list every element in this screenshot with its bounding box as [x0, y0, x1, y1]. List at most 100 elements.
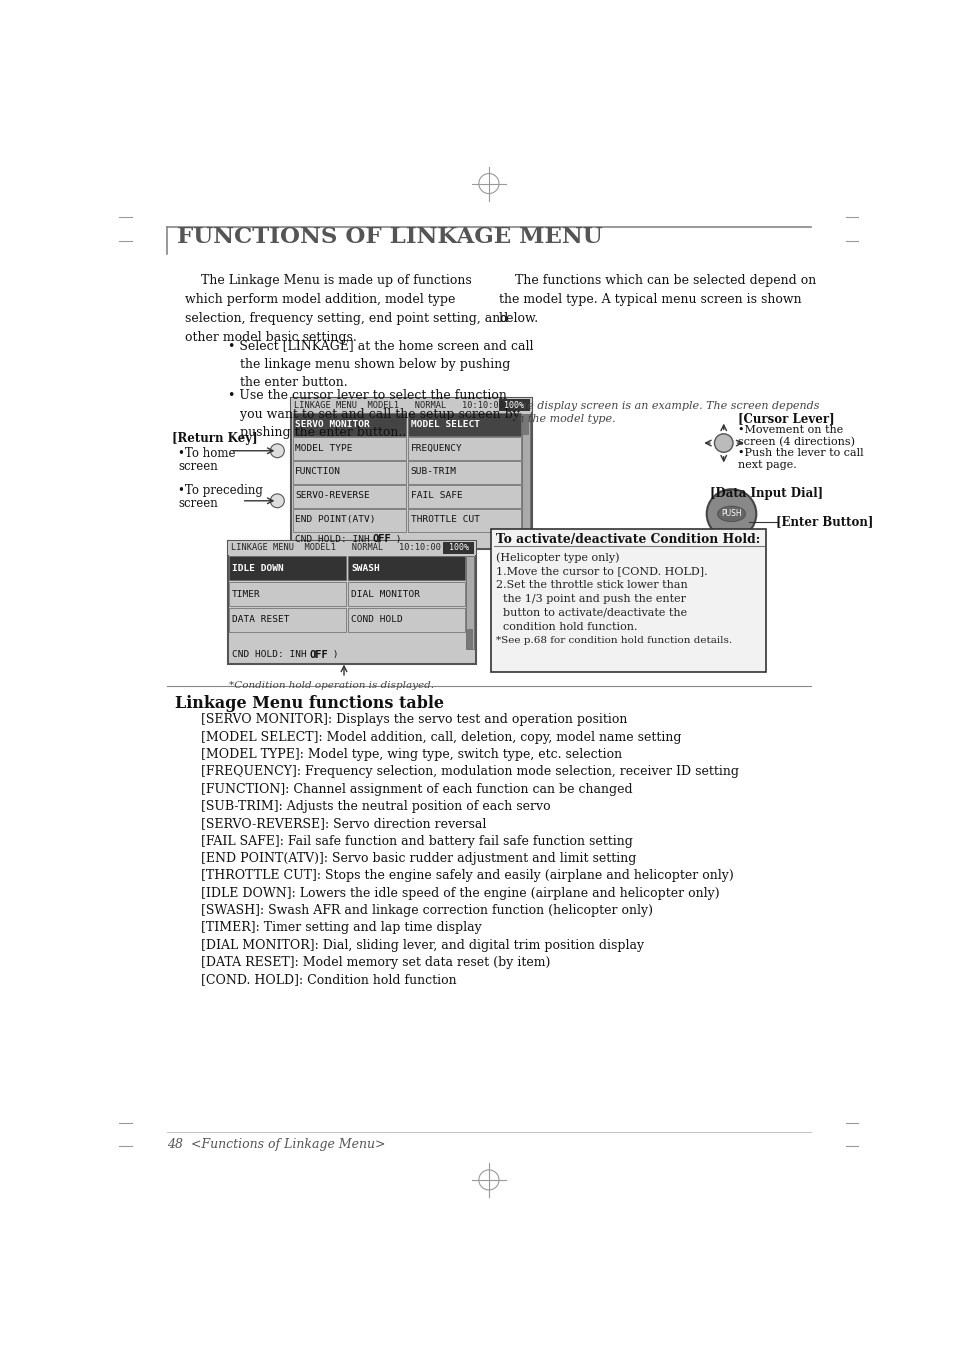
- Text: [IDLE DOWN]: Lowers the idle speed of the engine (airplane and helicopter only): [IDLE DOWN]: Lowers the idle speed of th…: [185, 887, 719, 899]
- Text: The functions which can be selected depend on
the model type. A typical menu scr: The functions which can be selected depe…: [498, 274, 816, 324]
- Bar: [348, 582, 464, 606]
- Text: FUNCTIONS OF LINKAGE MENU: FUNCTIONS OF LINKAGE MENU: [177, 227, 602, 248]
- Text: 100%: 100%: [504, 401, 524, 410]
- Text: [SERVO MONITOR]: Displays the servo test and operation position: [SERVO MONITOR]: Displays the servo test…: [185, 713, 627, 726]
- Ellipse shape: [714, 433, 732, 452]
- Bar: [407, 485, 520, 508]
- Text: [FREQUENCY]: Frequency selection, modulation mode selection, receiver ID setting: [FREQUENCY]: Frequency selection, modula…: [185, 765, 739, 779]
- Bar: [293, 413, 406, 436]
- Text: PUSH: PUSH: [720, 509, 741, 518]
- Text: SUB-TRIM: SUB-TRIM: [410, 467, 456, 477]
- Text: condition hold function.: condition hold function.: [496, 622, 637, 632]
- Text: *Condition hold operation is displayed.: *Condition hold operation is displayed.: [229, 680, 434, 690]
- Text: screen: screen: [178, 460, 217, 472]
- Text: 1.Move the cursor to [COND. HOLD].: 1.Move the cursor to [COND. HOLD].: [496, 566, 707, 576]
- Text: 48  <Functions of Linkage Menu>: 48 <Functions of Linkage Menu>: [167, 1138, 385, 1150]
- Bar: [228, 541, 476, 555]
- Text: [Return Key]: [Return Key]: [172, 432, 257, 444]
- Text: LINKAGE MENU  MODEL1   NORMAL   10:10:00: LINKAGE MENU MODEL1 NORMAL 10:10:00: [294, 401, 504, 409]
- Text: ): ): [327, 651, 338, 659]
- Ellipse shape: [717, 506, 744, 521]
- Text: OFF: OFF: [309, 649, 328, 660]
- Bar: [348, 608, 464, 632]
- Text: •Movement on the: •Movement on the: [737, 425, 842, 435]
- Bar: [407, 509, 520, 532]
- Text: button to activate/deactivate the: button to activate/deactivate the: [496, 608, 686, 618]
- Text: FAIL SAFE: FAIL SAFE: [410, 491, 462, 501]
- Text: •To preceding: •To preceding: [178, 483, 263, 497]
- Text: [MODEL SELECT]: Model addition, call, deletion, copy, model name setting: [MODEL SELECT]: Model addition, call, de…: [185, 730, 680, 744]
- Text: 2.Set the throttle stick lower than: 2.Set the throttle stick lower than: [496, 580, 687, 590]
- Bar: [348, 556, 464, 580]
- Text: LINKAGE MENU  MODEL1   NORMAL   10:10:00: LINKAGE MENU MODEL1 NORMAL 10:10:00: [231, 543, 440, 552]
- Text: [Data Input Dial]: [Data Input Dial]: [709, 487, 822, 500]
- Text: DATA RESET: DATA RESET: [232, 616, 289, 624]
- Text: [DATA RESET]: Model memory set data reset (by item): [DATA RESET]: Model memory set data rese…: [185, 956, 550, 969]
- Text: 100%: 100%: [448, 543, 468, 552]
- Text: [SUB-TRIM]: Adjusts the neutral position of each servo: [SUB-TRIM]: Adjusts the neutral position…: [185, 801, 550, 813]
- Text: •To home: •To home: [178, 447, 235, 460]
- Text: [END POINT(ATV)]: Servo basic rudder adjustment and limit setting: [END POINT(ATV)]: Servo basic rudder adj…: [185, 852, 636, 865]
- Text: [MODEL TYPE]: Model type, wing type, switch type, etc. selection: [MODEL TYPE]: Model type, wing type, swi…: [185, 748, 621, 761]
- Text: [DIAL MONITOR]: Dial, sliding lever, and digital trim position display: [DIAL MONITOR]: Dial, sliding lever, and…: [185, 938, 643, 952]
- Bar: [293, 485, 406, 508]
- Bar: [491, 529, 765, 672]
- Text: END POINT(ATV): END POINT(ATV): [294, 516, 375, 524]
- Text: *See p.68 for condition hold function details.: *See p.68 for condition hold function de…: [496, 636, 731, 644]
- Bar: [443, 541, 474, 554]
- Bar: [291, 398, 531, 548]
- Text: [THROTTLE CUT]: Stops the engine safely and easily (airplane and helicopter only: [THROTTLE CUT]: Stops the engine safely …: [185, 869, 733, 883]
- Bar: [228, 541, 476, 664]
- Text: (Helicopter type only): (Helicopter type only): [496, 552, 618, 563]
- Bar: [467, 629, 473, 648]
- Bar: [521, 414, 530, 533]
- Text: [Cursor Lever]: [Cursor Lever]: [737, 412, 834, 425]
- Text: [FUNCTION]: Channel assignment of each function can be changed: [FUNCTION]: Channel assignment of each f…: [185, 783, 632, 795]
- Bar: [229, 582, 346, 606]
- Text: ): ): [390, 535, 401, 544]
- Text: IDLE DOWN: IDLE DOWN: [232, 564, 283, 572]
- Text: TIMER: TIMER: [232, 590, 260, 598]
- Bar: [293, 437, 406, 460]
- Text: CND HOLD: INH (: CND HOLD: INH (: [232, 651, 323, 659]
- Circle shape: [270, 494, 284, 508]
- Text: SERVO-REVERSE: SERVO-REVERSE: [294, 491, 370, 501]
- Text: •Push the lever to call: •Push the lever to call: [737, 448, 862, 459]
- Bar: [498, 400, 530, 412]
- Text: COND HOLD: COND HOLD: [351, 616, 402, 624]
- Text: DIAL MONITOR: DIAL MONITOR: [351, 590, 419, 598]
- Bar: [293, 460, 406, 483]
- Text: the 1/3 point and push the enter: the 1/3 point and push the enter: [496, 594, 685, 603]
- Text: [Enter Button]: [Enter Button]: [776, 516, 873, 528]
- Text: FREQUENCY: FREQUENCY: [410, 444, 462, 452]
- Text: CND HOLD: INH (: CND HOLD: INH (: [294, 535, 387, 544]
- Bar: [466, 556, 474, 648]
- Text: next page.: next page.: [737, 460, 796, 470]
- Text: OFF: OFF: [373, 535, 391, 544]
- Text: [SWASH]: Swash AFR and linkage correction function (helicopter only): [SWASH]: Swash AFR and linkage correctio…: [185, 904, 653, 917]
- Bar: [407, 437, 520, 460]
- Text: • Use the cursor lever to select the function
   you want to set and call the se: • Use the cursor lever to select the fun…: [228, 389, 519, 439]
- Ellipse shape: [706, 489, 756, 539]
- Text: THROTTLE CUT: THROTTLE CUT: [410, 516, 479, 524]
- Text: MODEL SELECT: MODEL SELECT: [410, 420, 479, 429]
- Text: SERVO MONITOR: SERVO MONITOR: [294, 420, 370, 429]
- Bar: [229, 556, 346, 580]
- Bar: [407, 413, 520, 436]
- Text: screen: screen: [178, 497, 217, 510]
- Bar: [293, 509, 406, 532]
- Text: [SERVO-REVERSE]: Servo direction reversal: [SERVO-REVERSE]: Servo direction reversa…: [185, 817, 486, 830]
- Text: SWASH: SWASH: [351, 564, 379, 572]
- Text: MODEL TYPE: MODEL TYPE: [294, 444, 353, 452]
- Text: [FAIL SAFE]: Fail safe function and battery fail safe function setting: [FAIL SAFE]: Fail safe function and batt…: [185, 834, 633, 848]
- Text: *The display screen is an example. The screen depends
 on the model type.: *The display screen is an example. The s…: [506, 401, 819, 424]
- Bar: [522, 416, 529, 435]
- Text: [COND. HOLD]: Condition hold function: [COND. HOLD]: Condition hold function: [185, 973, 456, 987]
- Text: The Linkage Menu is made up of functions
which perform model addition, model typ: The Linkage Menu is made up of functions…: [185, 274, 508, 344]
- Text: [TIMER]: Timer setting and lap time display: [TIMER]: Timer setting and lap time disp…: [185, 921, 481, 934]
- Text: FUNCTION: FUNCTION: [294, 467, 341, 477]
- Circle shape: [270, 444, 284, 458]
- Text: Linkage Menu functions table: Linkage Menu functions table: [174, 695, 443, 711]
- Text: To activate/deactivate Condition Hold:: To activate/deactivate Condition Hold:: [496, 533, 760, 547]
- Text: screen (4 directions): screen (4 directions): [737, 437, 854, 447]
